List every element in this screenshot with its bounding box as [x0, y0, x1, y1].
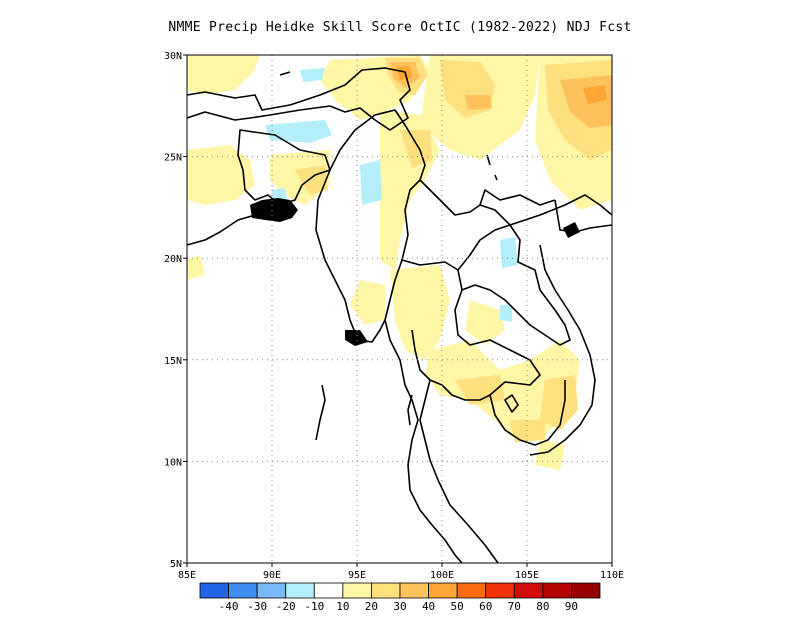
lat-tick-label: 5N — [170, 559, 182, 570]
coastline-detail — [250, 198, 580, 346]
chart-title: NMME Precip Heidke Skill Score OctIC (19… — [168, 20, 632, 35]
lat-tick-label: 20N — [164, 254, 182, 265]
colorbar — [199, 582, 601, 599]
lon-tick-label: 100E — [430, 570, 454, 581]
lat-axis: 30N 25N 20N 15N 10N 5N — [164, 51, 182, 570]
colorbar-label: 70 — [508, 600, 521, 613]
colorbar-label: 50 — [451, 600, 464, 613]
colorbar-label: 90 — [565, 600, 578, 613]
map-gridlines — [187, 55, 612, 563]
lon-axis: 85E 90E 95E 100E 105E 110E — [178, 570, 624, 581]
lon-tick-label: 105E — [515, 570, 539, 581]
colorbar-swatch — [342, 582, 372, 599]
colorbar-swatch — [256, 582, 287, 599]
colorbar-label: 60 — [479, 600, 492, 613]
colorbar-swatch — [228, 582, 258, 599]
colorbar-swatch — [542, 582, 572, 599]
colorbar-label: 20 — [365, 600, 378, 613]
colorbar-swatch — [428, 582, 458, 599]
skill-shading — [187, 55, 612, 470]
lat-tick-label: 25N — [164, 153, 182, 164]
colorbar-labels: -40 -30 -20 -10 10 20 30 40 50 60 70 80 90 — [219, 600, 578, 613]
colorbar-swatch — [399, 582, 429, 599]
lat-tick-label: 15N — [164, 356, 182, 367]
lon-tick-label: 85E — [178, 570, 196, 581]
colorbar-label: 40 — [422, 600, 435, 613]
colorbar-label: -10 — [304, 600, 324, 613]
lon-tick-label: 110E — [600, 570, 624, 581]
lon-tick-label: 95E — [348, 570, 366, 581]
lat-tick-label: 30N — [164, 51, 182, 62]
colorbar-swatch — [485, 582, 515, 599]
colorbar-swatch — [313, 582, 344, 599]
map-frame — [186, 54, 613, 564]
colorbar-label: 30 — [393, 600, 406, 613]
country-borders — [187, 67, 612, 563]
skill-shade-neg-10 — [265, 68, 518, 322]
colorbar-swatch — [513, 582, 544, 599]
colorbar-swatch — [371, 582, 401, 599]
colorbar-swatch — [199, 582, 229, 599]
colorbar-label: 10 — [336, 600, 349, 613]
colorbar-swatch — [285, 582, 315, 599]
colorbar-label: -20 — [276, 600, 296, 613]
colorbar-swatch — [456, 582, 487, 599]
colorbar-label: -40 — [219, 600, 239, 613]
skill-shade-40-50 — [396, 66, 607, 104]
colorbar-label: -30 — [247, 600, 267, 613]
lon-tick-label: 90E — [263, 570, 281, 581]
colorbar-swatch — [571, 582, 601, 599]
tick-marks — [183, 54, 613, 567]
colorbar-label: 80 — [536, 600, 549, 613]
lat-tick-label: 10N — [164, 457, 182, 468]
